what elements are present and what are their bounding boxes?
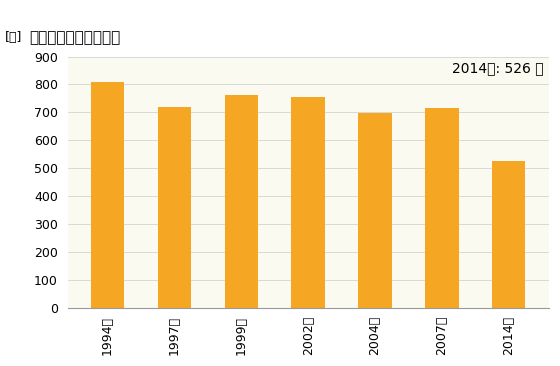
Bar xyxy=(91,82,124,308)
Bar xyxy=(425,108,459,308)
Bar xyxy=(292,97,325,308)
Text: 商業の従業者数の推移: 商業の従業者数の推移 xyxy=(29,31,120,46)
Bar xyxy=(492,161,525,308)
Bar xyxy=(158,107,191,308)
Text: 2014年: 526 人: 2014年: 526 人 xyxy=(452,61,544,75)
Text: [人]: [人] xyxy=(5,31,22,44)
Bar xyxy=(225,95,258,308)
Bar xyxy=(358,113,392,308)
